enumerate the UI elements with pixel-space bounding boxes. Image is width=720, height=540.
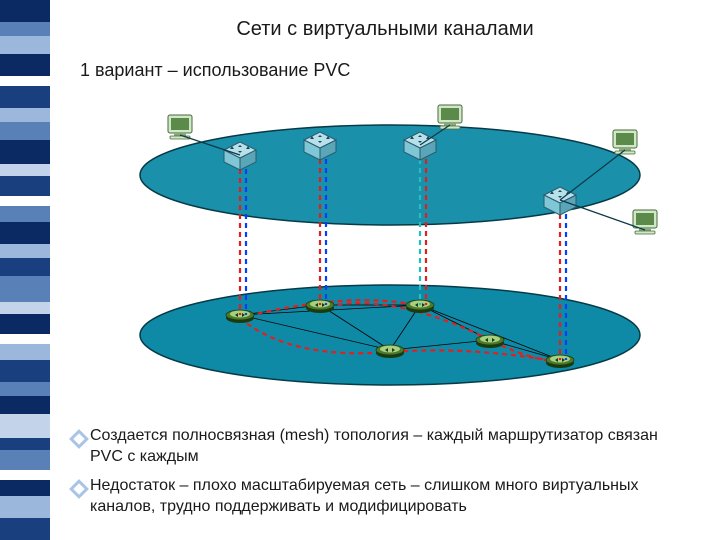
paragraph-2: Недостаток – плохо масштабируемая сеть –… — [90, 476, 690, 518]
network-diagram — [90, 90, 690, 410]
bullet-icon — [72, 432, 86, 446]
paragraph-1: Создается полносвязная (mesh) топология … — [90, 426, 690, 468]
slide-subtitle: 1 вариант – использование PVC — [80, 60, 350, 81]
slide-title: Сети с виртуальными каналами — [60, 18, 710, 41]
slide-content: Сети с виртуальными каналами 1 вариант –… — [60, 0, 710, 540]
bullet-icon — [72, 482, 86, 496]
decorative-sidebar — [0, 0, 50, 540]
